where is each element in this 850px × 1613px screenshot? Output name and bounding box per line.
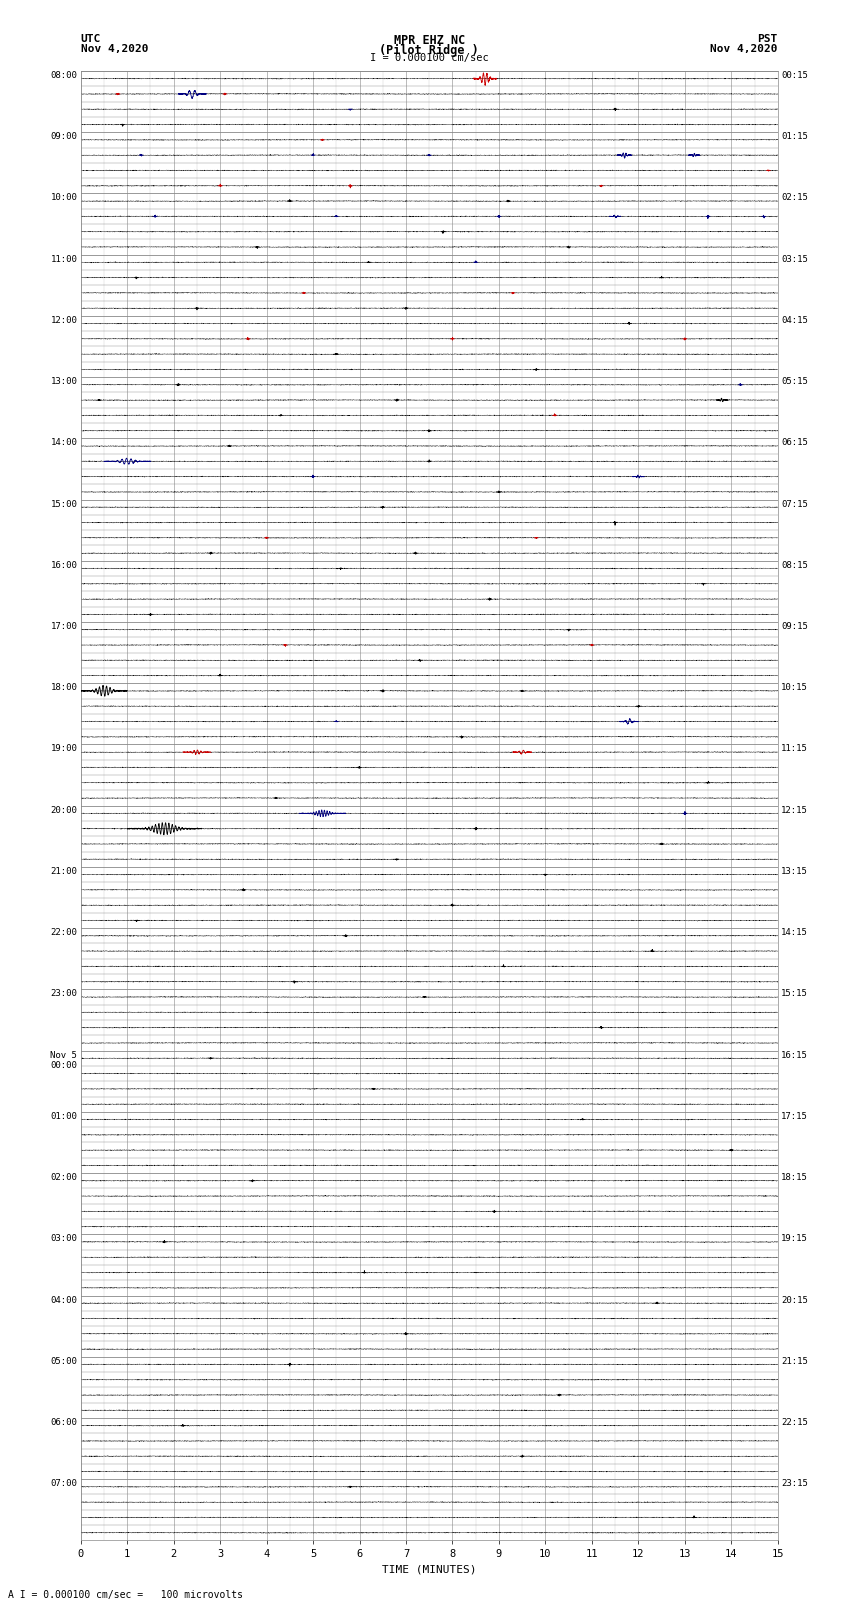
Text: 17:15: 17:15 bbox=[781, 1111, 808, 1121]
Text: 22:00: 22:00 bbox=[50, 927, 77, 937]
Text: Nov 4,2020: Nov 4,2020 bbox=[81, 44, 148, 53]
Text: 01:15: 01:15 bbox=[781, 132, 808, 142]
Text: 12:15: 12:15 bbox=[781, 806, 808, 815]
Text: 03:00: 03:00 bbox=[50, 1234, 77, 1244]
Text: MPR EHZ NC: MPR EHZ NC bbox=[394, 34, 465, 47]
Text: 21:15: 21:15 bbox=[781, 1357, 808, 1366]
X-axis label: TIME (MINUTES): TIME (MINUTES) bbox=[382, 1565, 477, 1574]
Text: 18:15: 18:15 bbox=[781, 1173, 808, 1182]
Text: 06:15: 06:15 bbox=[781, 439, 808, 447]
Text: 04:00: 04:00 bbox=[50, 1295, 77, 1305]
Text: 01:00: 01:00 bbox=[50, 1111, 77, 1121]
Text: 00:15: 00:15 bbox=[781, 71, 808, 81]
Text: 07:00: 07:00 bbox=[50, 1479, 77, 1489]
Text: 23:15: 23:15 bbox=[781, 1479, 808, 1489]
Text: 22:15: 22:15 bbox=[781, 1418, 808, 1428]
Text: 13:15: 13:15 bbox=[781, 866, 808, 876]
Text: 09:00: 09:00 bbox=[50, 132, 77, 142]
Text: Nov 4,2020: Nov 4,2020 bbox=[711, 44, 778, 53]
Text: 12:00: 12:00 bbox=[50, 316, 77, 324]
Text: 16:00: 16:00 bbox=[50, 561, 77, 569]
Text: 05:00: 05:00 bbox=[50, 1357, 77, 1366]
Text: 10:00: 10:00 bbox=[50, 194, 77, 202]
Text: 09:15: 09:15 bbox=[781, 623, 808, 631]
Text: 17:00: 17:00 bbox=[50, 623, 77, 631]
Text: 02:15: 02:15 bbox=[781, 194, 808, 202]
Text: 05:15: 05:15 bbox=[781, 377, 808, 386]
Text: 10:15: 10:15 bbox=[781, 684, 808, 692]
Text: 11:15: 11:15 bbox=[781, 745, 808, 753]
Text: PST: PST bbox=[757, 34, 778, 44]
Text: 19:15: 19:15 bbox=[781, 1234, 808, 1244]
Text: 18:00: 18:00 bbox=[50, 684, 77, 692]
Text: 19:00: 19:00 bbox=[50, 745, 77, 753]
Text: 04:15: 04:15 bbox=[781, 316, 808, 324]
Text: 20:15: 20:15 bbox=[781, 1295, 808, 1305]
Text: 14:15: 14:15 bbox=[781, 927, 808, 937]
Text: (Pilot Ridge ): (Pilot Ridge ) bbox=[379, 44, 479, 56]
Text: 15:15: 15:15 bbox=[781, 989, 808, 998]
Text: 14:00: 14:00 bbox=[50, 439, 77, 447]
Text: 20:00: 20:00 bbox=[50, 806, 77, 815]
Text: 02:00: 02:00 bbox=[50, 1173, 77, 1182]
Text: 06:00: 06:00 bbox=[50, 1418, 77, 1428]
Text: 15:00: 15:00 bbox=[50, 500, 77, 508]
Text: 08:15: 08:15 bbox=[781, 561, 808, 569]
Text: 03:15: 03:15 bbox=[781, 255, 808, 263]
Text: 08:00: 08:00 bbox=[50, 71, 77, 81]
Text: 07:15: 07:15 bbox=[781, 500, 808, 508]
Text: A I = 0.000100 cm/sec =   100 microvolts: A I = 0.000100 cm/sec = 100 microvolts bbox=[8, 1590, 243, 1600]
Text: 23:00: 23:00 bbox=[50, 989, 77, 998]
Text: 13:00: 13:00 bbox=[50, 377, 77, 386]
Text: 16:15: 16:15 bbox=[781, 1050, 808, 1060]
Text: UTC: UTC bbox=[81, 34, 101, 44]
Text: Nov 5
00:00: Nov 5 00:00 bbox=[50, 1050, 77, 1069]
Text: 11:00: 11:00 bbox=[50, 255, 77, 263]
Text: 21:00: 21:00 bbox=[50, 866, 77, 876]
Text: I = 0.000100 cm/sec: I = 0.000100 cm/sec bbox=[370, 53, 489, 63]
